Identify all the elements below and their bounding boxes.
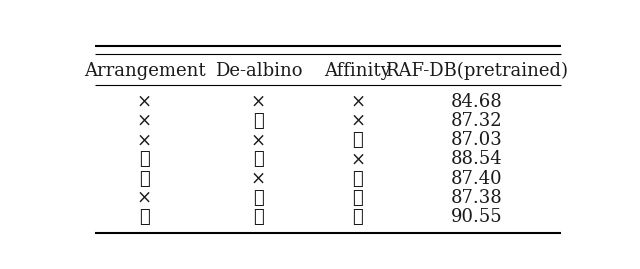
Text: ×: × [137, 93, 152, 111]
Text: 88.54: 88.54 [451, 150, 502, 168]
Text: ✓: ✓ [139, 170, 150, 188]
Text: ✓: ✓ [253, 112, 264, 130]
Text: ✓: ✓ [139, 150, 150, 168]
Text: ✓: ✓ [253, 189, 264, 207]
Text: ×: × [137, 189, 152, 207]
Text: ×: × [350, 112, 365, 130]
Text: ×: × [350, 93, 365, 111]
Text: 90.55: 90.55 [451, 208, 502, 226]
Text: ×: × [350, 150, 365, 168]
Text: RAF-DB(pretrained): RAF-DB(pretrained) [385, 62, 568, 80]
Text: ×: × [251, 170, 266, 188]
Text: 87.38: 87.38 [451, 189, 502, 207]
Text: ✓: ✓ [353, 131, 363, 149]
Text: ✓: ✓ [253, 208, 264, 226]
Text: ✓: ✓ [353, 189, 363, 207]
Text: ×: × [251, 131, 266, 149]
Text: ×: × [251, 93, 266, 111]
Text: ✓: ✓ [139, 208, 150, 226]
Text: ✓: ✓ [353, 170, 363, 188]
Text: ×: × [137, 112, 152, 130]
Text: De-albino: De-albino [215, 62, 302, 80]
Text: ×: × [137, 131, 152, 149]
Text: ✓: ✓ [353, 208, 363, 226]
Text: Arrangement: Arrangement [84, 62, 205, 80]
Text: ✓: ✓ [253, 150, 264, 168]
Text: Affinity: Affinity [324, 62, 391, 80]
Text: 87.03: 87.03 [451, 131, 502, 149]
Text: 84.68: 84.68 [451, 93, 502, 111]
Text: 87.32: 87.32 [451, 112, 502, 130]
Text: 87.40: 87.40 [451, 170, 502, 188]
